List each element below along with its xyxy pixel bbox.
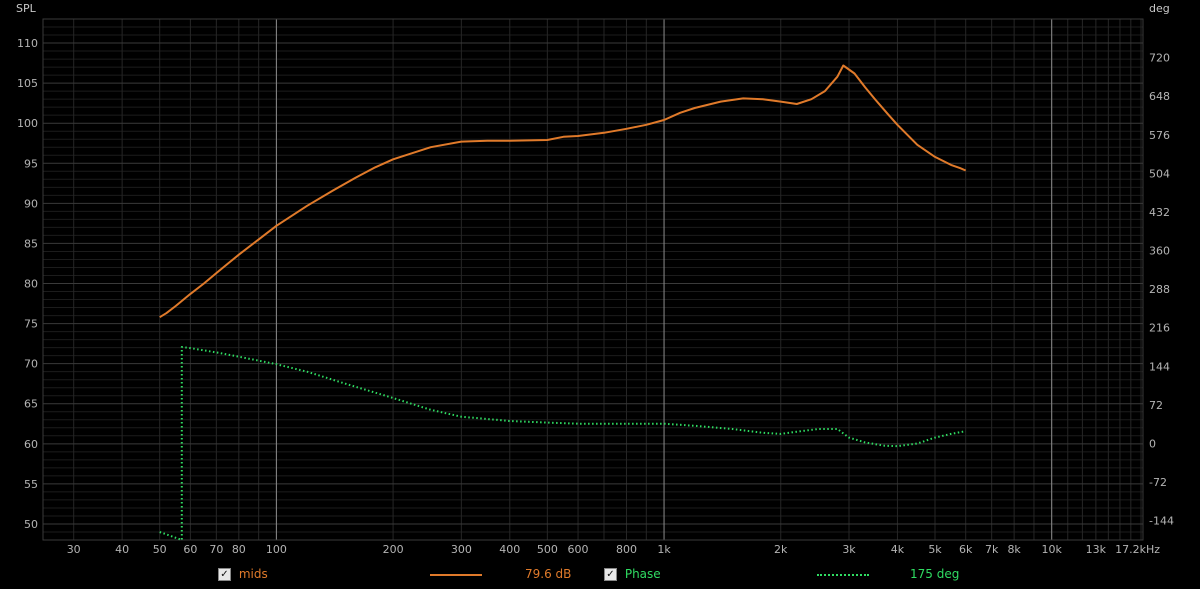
mids-checkbox[interactable]: ✓	[218, 568, 231, 581]
y-left-tick-label: 95	[24, 157, 38, 170]
y-axis-right-title: deg	[1149, 2, 1170, 15]
y-right-tick-label: 216	[1149, 322, 1170, 335]
x-tick-label: 8k	[1007, 543, 1021, 556]
x-tick-label: 6k	[959, 543, 973, 556]
x-tick-label: 40	[115, 543, 129, 556]
series-layer	[159, 64, 967, 541]
y-left-tick-label: 110	[17, 37, 38, 50]
y-right-tick-label: -144	[1149, 515, 1174, 528]
x-tick-label: 500	[537, 543, 558, 556]
phase-line-swatch	[817, 573, 869, 576]
x-tick-label: 4k	[891, 543, 905, 556]
legend: ✓ mids 79.6 dB ✓ Phase 175 deg	[0, 566, 1200, 584]
frequency-response-chart: 50 55 60 65 70 75 80 85 90 95 100 105 110 -144 -72 0 72 1…	[16, 2, 1174, 556]
y-right-tick-label: 0	[1149, 438, 1156, 451]
x-tick-label: 50	[153, 543, 167, 556]
y-left-tick-label: 55	[24, 478, 38, 491]
y-left-tick-label: 90	[24, 197, 38, 210]
mids-line-swatch	[430, 573, 482, 576]
x-tick-label: 70	[209, 543, 223, 556]
x-tick-label: 17.2kHz	[1115, 543, 1160, 556]
x-tick-label: 2k	[774, 543, 788, 556]
y-left-tick-label: 65	[24, 398, 38, 411]
x-tick-label: 30	[67, 543, 81, 556]
y-left-tick-label: 80	[24, 278, 38, 291]
x-tick-label: 300	[451, 543, 472, 556]
y-right-tick-label: 144	[1149, 360, 1170, 373]
series-line-phase	[159, 346, 966, 541]
x-tick-label: 800	[616, 543, 637, 556]
y-left-tick-label: 105	[17, 77, 38, 90]
series-line-mids	[159, 64, 967, 319]
legend-phase-toggle[interactable]: ✓ Phase	[604, 566, 661, 582]
x-tick-label: 5k	[928, 543, 942, 556]
x-tick-label: 400	[499, 543, 520, 556]
x-tick-label: 60	[183, 543, 197, 556]
legend-mids-toggle[interactable]: ✓ mids	[218, 566, 268, 582]
legend-mids-value: 79.6 dB	[525, 567, 572, 581]
x-tick-label: 7k	[985, 543, 999, 556]
x-tick-label: 200	[383, 543, 404, 556]
y-left-tick-label: 50	[24, 518, 38, 531]
plot-frame	[42, 18, 1144, 541]
legend-phase-label: Phase	[624, 567, 661, 581]
y-left-tick-label: 60	[24, 438, 38, 451]
y-right-tick-label: 360	[1149, 245, 1170, 258]
y-left-tick-label: 85	[24, 237, 38, 250]
y-right-tick-label: 72	[1149, 399, 1163, 412]
legend-mids-label: mids	[238, 567, 268, 581]
x-tick-label: 100	[266, 543, 287, 556]
y-right-tick-label: -72	[1149, 476, 1167, 489]
y-right-tick-label: 576	[1149, 129, 1170, 142]
y-left-tick-label: 70	[24, 358, 38, 371]
phase-checkbox[interactable]: ✓	[604, 568, 617, 581]
x-tick-label: 10k	[1042, 543, 1063, 556]
x-tick-label: 13k	[1086, 543, 1107, 556]
y-right-tick-label: 288	[1149, 283, 1170, 296]
legend-mids-swatch	[430, 566, 482, 582]
y-right-tick-label: 504	[1149, 167, 1170, 180]
y-left-tick-label: 75	[24, 318, 38, 331]
y-right-tick-label: 648	[1149, 90, 1170, 103]
y-left-tick-label: 100	[17, 117, 38, 130]
grid	[42, 18, 1144, 541]
y-right-tick-label: 432	[1149, 206, 1170, 219]
legend-phase-swatch	[817, 566, 869, 582]
x-tick-label: 80	[232, 543, 246, 556]
y-right-tick-label: 720	[1149, 52, 1170, 65]
x-tick-label: 3k	[842, 543, 856, 556]
legend-phase-value: 175 deg	[910, 567, 960, 581]
x-tick-label: 1k	[657, 543, 671, 556]
tick-labels: 50 55 60 65 70 75 80 85 90 95 100 105 110 -144 -72 0 72 1…	[17, 37, 1174, 556]
plot-background	[43, 19, 1143, 540]
y-axis-left-title: SPL	[16, 2, 37, 15]
x-tick-label: 600	[568, 543, 589, 556]
